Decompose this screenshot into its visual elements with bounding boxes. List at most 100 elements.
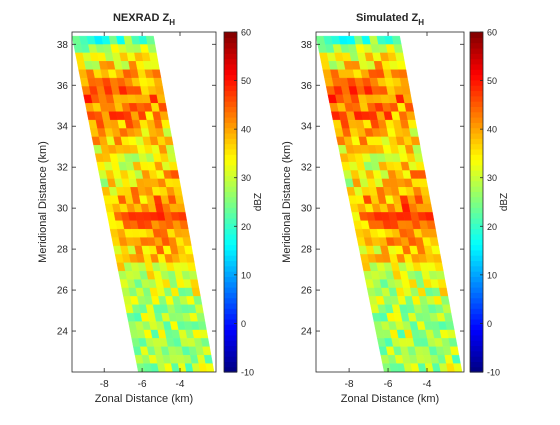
- colorbar-segment: [470, 265, 483, 272]
- reflectivity-cell: [429, 237, 439, 247]
- reflectivity-cell: [179, 220, 189, 230]
- colorbar-segment: [470, 276, 483, 283]
- reflectivity-cell: [187, 262, 197, 272]
- colorbar-segment: [470, 271, 483, 277]
- colorbar-segment: [470, 58, 483, 65]
- colorbar-segment: [470, 281, 483, 288]
- reflectivity-cell: [446, 329, 457, 339]
- colorbar-segment: [224, 324, 237, 331]
- colorbar-segment: [470, 63, 483, 70]
- colorbar-tick-label: 0: [241, 319, 246, 329]
- y-tick-label: 34: [301, 122, 313, 133]
- colorbar-segment: [224, 297, 237, 304]
- colorbar-segment: [470, 47, 483, 54]
- y-tick-label: 28: [301, 245, 313, 256]
- colorbar-segment: [224, 186, 237, 192]
- colorbar-segment: [470, 74, 483, 81]
- colorbar-tick-label: 50: [487, 76, 497, 86]
- colorbar-segment: [470, 196, 483, 203]
- reflectivity-cell: [154, 86, 165, 96]
- y-tick-label: 38: [57, 40, 69, 51]
- colorbar-segment: [470, 127, 483, 134]
- colorbar-segment: [470, 318, 483, 325]
- reflectivity-cell: [398, 69, 408, 79]
- colorbar-segment: [224, 164, 237, 171]
- reflectivity-cell: [162, 128, 172, 138]
- chart-panel-1: -8 -6 -4 24 26 28 30 32 34 36 38 Zonal Distance (km…: [37, 12, 264, 405]
- colorbar-segment: [470, 79, 483, 86]
- heatmap-cells: [316, 35, 463, 372]
- reflectivity-cell: [450, 346, 460, 356]
- reflectivity-cell: [202, 346, 212, 356]
- colorbar-segment: [224, 271, 237, 277]
- x-axis-label: Zonal Distance (km): [95, 393, 193, 405]
- colorbar-segment: [470, 345, 483, 352]
- reflectivity-cell: [407, 119, 418, 129]
- reflectivity-cell: [161, 119, 171, 129]
- colorbar-segment: [224, 239, 237, 246]
- y-axis-label: Meridional Distance (km): [281, 141, 293, 263]
- colorbar-segment: [470, 356, 483, 362]
- x-tick-label: -4: [176, 379, 185, 390]
- colorbar-box: [469, 31, 484, 373]
- colorbar-segment: [224, 85, 237, 92]
- reflectivity-cell: [417, 363, 427, 372]
- reflectivity-cell: [432, 254, 443, 263]
- colorbar-segment: [224, 74, 237, 81]
- colorbar-segment: [224, 69, 237, 76]
- colorbar-segment: [224, 217, 237, 224]
- colorbar-segment: [224, 228, 237, 235]
- reflectivity-cell: [446, 363, 456, 372]
- reflectivity-cell: [431, 363, 442, 372]
- reflectivity-cell: [198, 363, 208, 372]
- reflectivity-cell: [442, 304, 452, 314]
- reflectivity-cell: [437, 279, 447, 289]
- colorbar-segment: [224, 127, 237, 134]
- y-tick-label: 26: [57, 286, 69, 297]
- reflectivity-cell: [145, 35, 156, 45]
- reflectivity-cell: [156, 94, 166, 104]
- chart-title: NEXRAD ZH: [113, 12, 175, 27]
- reflectivity-cell: [197, 321, 207, 331]
- heatmap-cells: [72, 35, 215, 372]
- reflectivity-cell: [445, 321, 455, 331]
- reflectivity-cell: [200, 338, 210, 347]
- colorbar-segment: [224, 350, 237, 357]
- colorbar-segment: [470, 132, 483, 139]
- reflectivity-cell: [435, 271, 446, 280]
- reflectivity-cell: [423, 203, 433, 213]
- reflectivity-cell: [176, 203, 186, 213]
- reflectivity-cell: [410, 363, 420, 372]
- reflectivity-cell: [184, 245, 194, 255]
- colorbar-segment: [470, 101, 483, 107]
- colorbar-segment: [470, 223, 483, 230]
- y-tick-label: 32: [57, 163, 69, 174]
- colorbar-segment: [470, 180, 483, 187]
- y-tick-label: 34: [57, 122, 69, 133]
- colorbar-segment: [224, 318, 237, 325]
- colorbar-segment: [470, 53, 483, 60]
- reflectivity-cell: [413, 153, 424, 163]
- colorbar-segment: [470, 313, 483, 320]
- chart-title-subscript: H: [169, 18, 175, 27]
- colorbar-segment: [470, 164, 483, 171]
- reflectivity-cell: [196, 313, 206, 322]
- colorbar-segment: [470, 366, 483, 373]
- reflectivity-cell: [168, 161, 178, 171]
- colorbar-segment: [224, 287, 237, 293]
- reflectivity-cell: [396, 363, 406, 372]
- colorbar-segment: [224, 42, 237, 49]
- x-tick-label: -6: [384, 379, 393, 390]
- x-tick-label: -8: [345, 379, 354, 390]
- y-tick-label: 36: [57, 81, 69, 92]
- reflectivity-cell: [143, 363, 153, 372]
- reflectivity-cell: [164, 136, 174, 146]
- reflectivity-cell: [150, 363, 160, 372]
- colorbar-segment: [470, 122, 483, 129]
- colorbar-segment: [224, 223, 237, 230]
- reflectivity-cell: [199, 329, 209, 339]
- colorbar-segment: [224, 58, 237, 65]
- colorbar-segment: [470, 239, 483, 246]
- colorbar-segment: [470, 287, 483, 293]
- colorbar-segment: [224, 356, 237, 362]
